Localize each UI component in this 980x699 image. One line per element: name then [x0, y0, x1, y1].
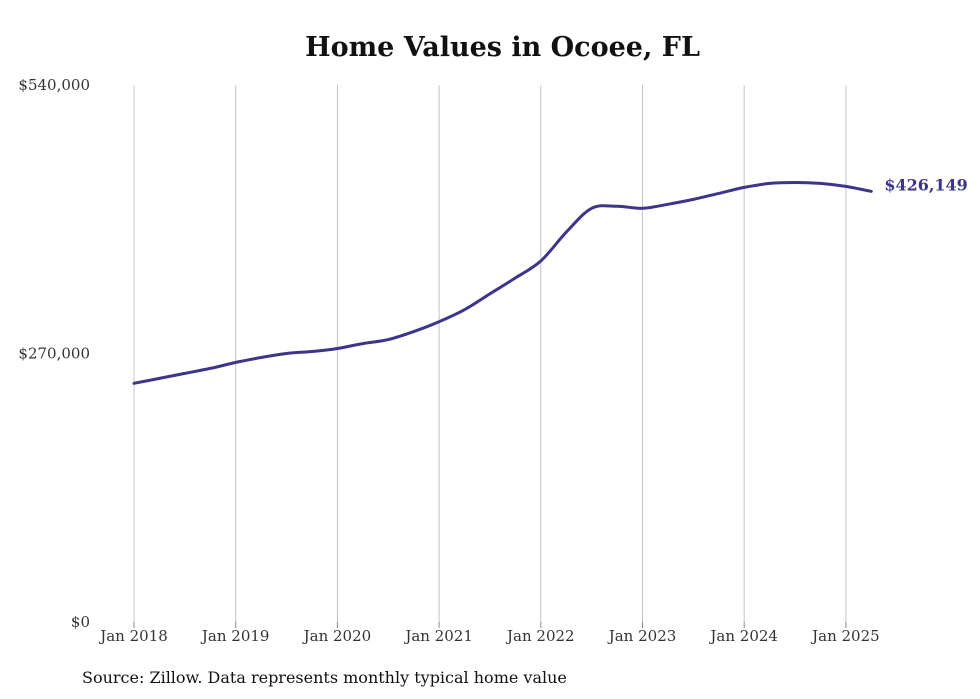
- x-axis-ticks: Jan 2018 Jan 2019 Jan 2020 Jan 2021 Jan 2022…: [98, 627, 879, 645]
- y-axis-ticks: $0 $270,000 $540,000: [18, 76, 90, 631]
- data-point: [591, 207, 593, 209]
- data-point: [514, 277, 516, 279]
- y-tick-label: $0: [71, 613, 90, 631]
- data-point: [463, 309, 465, 311]
- source-note: Source: Zillow. Data represents monthly …: [82, 668, 567, 687]
- x-tick-label: Jan 2025: [810, 627, 880, 645]
- data-point: [743, 186, 745, 188]
- x-tick-label: Jan 2021: [403, 627, 473, 645]
- data-point: [311, 350, 313, 352]
- x-tick-label: Jan 2022: [505, 627, 575, 645]
- series-layer: [132, 181, 873, 385]
- grid-lines: [133, 85, 847, 628]
- end-value-label: $426,149: [884, 175, 968, 194]
- data-point: [336, 347, 338, 349]
- data-point: [565, 231, 567, 233]
- data-point: [692, 198, 694, 200]
- x-tick-label: Jan 2018: [98, 627, 168, 645]
- data-point: [362, 342, 364, 344]
- data-point: [184, 372, 186, 374]
- x-tick-label: Jan 2023: [607, 627, 677, 645]
- data-point: [413, 330, 415, 332]
- data-point: [285, 352, 287, 354]
- data-point: [845, 185, 847, 187]
- y-tick-label: $540,000: [18, 76, 90, 94]
- data-point: [768, 182, 770, 184]
- data-point: [641, 207, 643, 209]
- data-point: [794, 181, 796, 183]
- data-point: [209, 367, 211, 369]
- series-line: [132, 181, 873, 385]
- x-tick-label: Jan 2024: [708, 627, 778, 645]
- data-point: [260, 356, 262, 358]
- data-point: [387, 338, 389, 340]
- data-point: [667, 203, 669, 205]
- data-point: [235, 361, 237, 363]
- data-point: [133, 382, 135, 384]
- data-point: [819, 182, 821, 184]
- data-point: [870, 190, 872, 192]
- data-point: [718, 192, 720, 194]
- data-point: [438, 321, 440, 323]
- y-tick-label: $270,000: [18, 345, 90, 363]
- chart-title: Home Values in Ocoee, FL: [305, 32, 700, 63]
- x-tick-label: Jan 2019: [200, 627, 270, 645]
- end-label-layer: $426,149: [884, 175, 968, 194]
- x-tick-label: Jan 2020: [302, 627, 372, 645]
- data-point: [489, 293, 491, 295]
- data-point: [158, 377, 160, 379]
- data-point: [540, 260, 542, 262]
- data-point: [616, 205, 618, 207]
